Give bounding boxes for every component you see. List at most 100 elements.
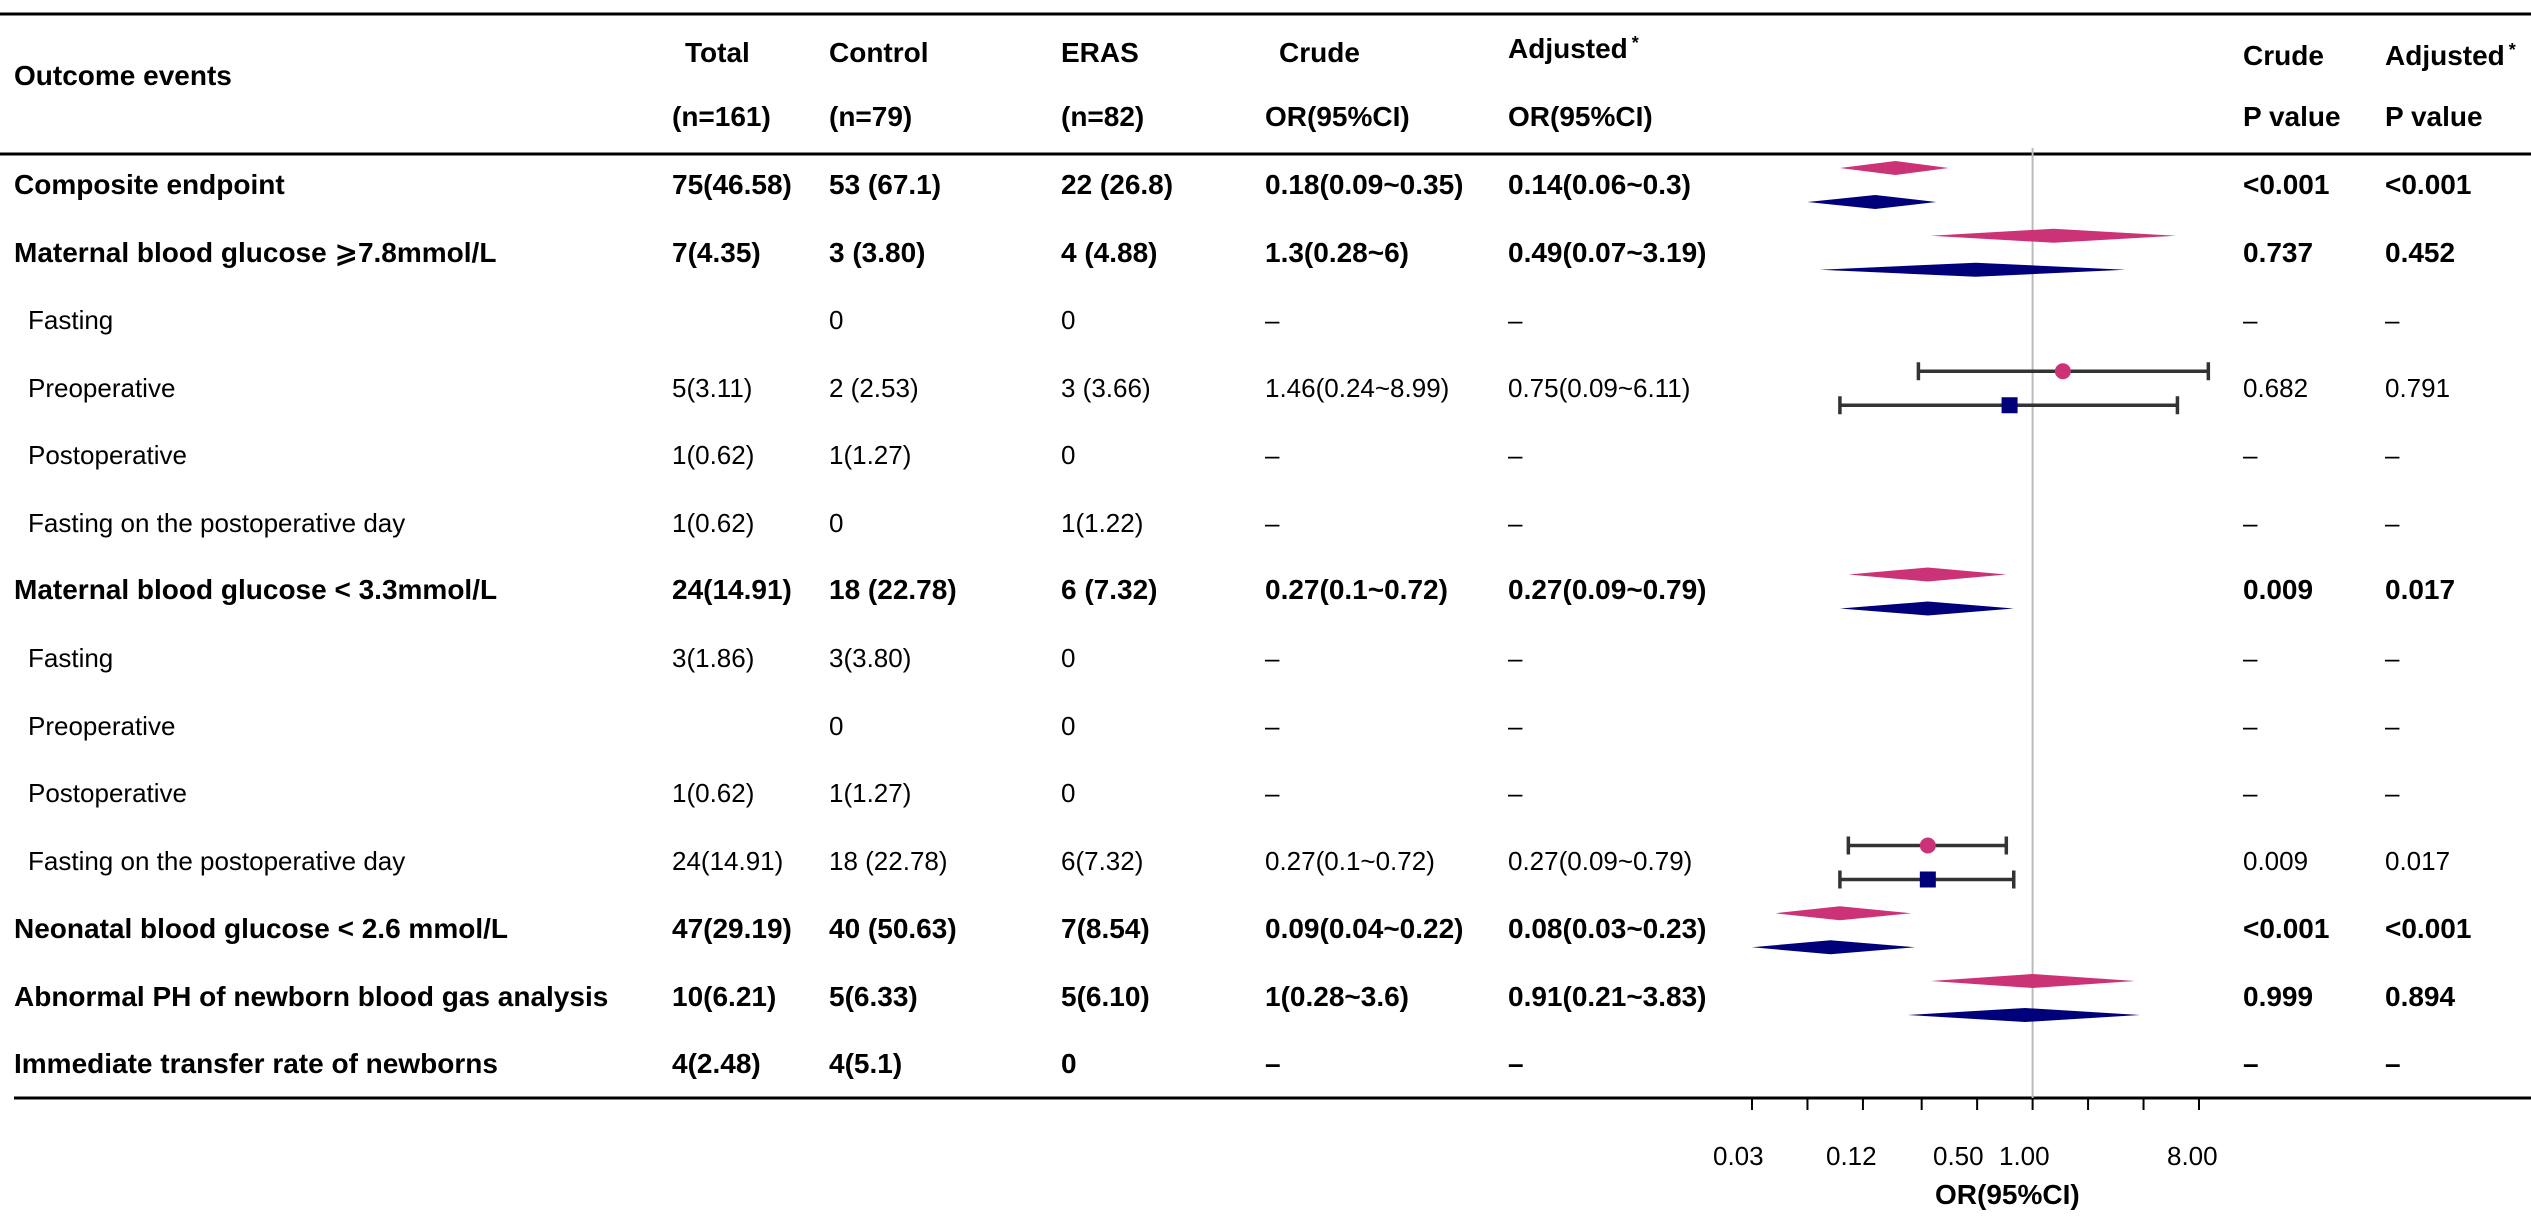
cell-control: 53 (67.1) xyxy=(829,169,942,200)
cell-control: 1(1.27) xyxy=(829,440,912,470)
cell-p-adjusted: – xyxy=(2385,1048,2401,1079)
cell-control: 0 xyxy=(829,508,844,538)
cell-outcome: Postoperative xyxy=(28,440,187,470)
cell-p-adjusted: <0.001 xyxy=(2385,169,2472,200)
tick-label: 0.50 xyxy=(1933,1141,1984,1171)
cell-outcome: Fasting xyxy=(28,643,114,673)
x-axis-label: OR(95%CI) xyxy=(1935,1179,2080,1210)
cell-control: 2 (2.53) xyxy=(829,373,919,403)
cell-control: 18 (22.78) xyxy=(829,574,957,605)
cell-control: 3 (3.80) xyxy=(829,237,926,268)
header-crude-p: Crude xyxy=(2243,40,2324,71)
cell-total: 75(46.58) xyxy=(672,169,792,200)
cell-p-crude: – xyxy=(2243,305,2258,335)
summary-diamond xyxy=(1752,940,1915,955)
cell-adjusted-or: – xyxy=(1508,711,1523,741)
cell-p-adjusted: 0.017 xyxy=(2385,846,2451,876)
cell-total: 24(14.91) xyxy=(672,846,784,876)
cell-total: 1(0.62) xyxy=(672,440,755,470)
cell-total: 1(0.62) xyxy=(672,778,755,808)
cell-control: 4(5.1) xyxy=(829,1048,903,1079)
cell-crude-or: 0.27(0.1~0.72) xyxy=(1265,846,1435,876)
cell-eras: 7(8.54) xyxy=(1061,913,1150,944)
cell-outcome: Preoperative xyxy=(28,373,176,403)
summary-diamond xyxy=(1930,228,2176,243)
cell-eras: 0 xyxy=(1061,643,1076,673)
cell-p-crude: – xyxy=(2243,778,2258,808)
point-estimate-square xyxy=(2001,397,2018,414)
cell-crude-or: 1.3(0.28~6) xyxy=(1265,237,1409,268)
header-adjusted-label: Adjusted xyxy=(1508,33,1628,64)
summary-diamond xyxy=(1819,262,2126,277)
cell-eras: 4 (4.88) xyxy=(1061,237,1158,268)
cell-control: 0 xyxy=(829,711,844,741)
cell-total: 47(29.19) xyxy=(672,913,792,944)
cell-p-crude: 0.009 xyxy=(2243,574,2314,605)
cell-p-crude: – xyxy=(2243,1048,2259,1079)
cell-adjusted-or: 0.27(0.09~0.79) xyxy=(1508,846,1693,876)
cell-adjusted-or: 0.49(0.07~3.19) xyxy=(1508,237,1707,268)
cell-adjusted-or: – xyxy=(1508,778,1523,808)
cell-total: 10(6.21) xyxy=(672,981,777,1012)
cell-p-crude: 0.682 xyxy=(2243,373,2309,403)
cell-crude-or: – xyxy=(1265,508,1280,538)
cell-adjusted-or: 0.08(0.03~0.23) xyxy=(1508,913,1707,944)
cell-p-adjusted: – xyxy=(2385,508,2400,538)
cell-eras: 6 (7.32) xyxy=(1061,574,1158,605)
cell-crude-or: 0.09(0.04~0.22) xyxy=(1265,913,1464,944)
cell-control: 1(1.27) xyxy=(829,778,912,808)
header-adjusted-p-star: * xyxy=(2508,40,2516,60)
cell-control: 18 (22.78) xyxy=(829,846,948,876)
cell-total: 1(0.62) xyxy=(672,508,755,538)
cell-adjusted-or: – xyxy=(1508,1048,1524,1079)
header-control: Control xyxy=(829,37,929,68)
cell-control: 40 (50.63) xyxy=(829,913,957,944)
cell-control: 3(3.80) xyxy=(829,643,912,673)
cell-adjusted-or: 0.91(0.21~3.83) xyxy=(1508,981,1707,1012)
cell-p-adjusted: 0.452 xyxy=(2385,237,2456,268)
cell-eras: 0 xyxy=(1061,305,1076,335)
cell-outcome: Fasting on the postoperative day xyxy=(28,846,406,876)
header-crude-or: OR(95%CI) xyxy=(1265,101,1410,132)
cell-crude-or: – xyxy=(1265,305,1280,335)
cell-p-crude: <0.001 xyxy=(2243,913,2330,944)
cell-eras: 0 xyxy=(1061,440,1076,470)
header-adjusted-p-label: Adjusted xyxy=(2385,40,2505,71)
cell-p-adjusted: 0.894 xyxy=(2385,981,2456,1012)
cell-p-crude: – xyxy=(2243,643,2258,673)
cell-p-adjusted: 0.791 xyxy=(2385,373,2451,403)
cell-outcome: Abnormal PH of newborn blood gas analysi… xyxy=(14,981,609,1012)
header-total-n: (n=161) xyxy=(672,101,771,132)
cell-control: 0 xyxy=(829,305,844,335)
cell-total: 7(4.35) xyxy=(672,237,761,268)
header-adjusted-p: Adjusted * xyxy=(2385,40,2516,72)
summary-diamond xyxy=(1848,567,2007,582)
cell-crude-or: – xyxy=(1265,643,1280,673)
summary-diamond xyxy=(1839,161,1949,175)
header-adjusted: Adjusted * xyxy=(1508,33,1639,65)
cell-outcome: Fasting on the postoperative day xyxy=(28,508,406,538)
header-adjusted-or: OR(95%CI) xyxy=(1508,101,1653,132)
cell-outcome: Neonatal blood glucose < 2.6 mmol/L xyxy=(14,913,508,944)
cell-crude-or: – xyxy=(1265,778,1280,808)
cell-eras: 22 (26.8) xyxy=(1061,169,1174,200)
cell-outcome: Maternal blood glucose ⩾7.8mmol/L xyxy=(14,237,497,268)
header-eras: ERAS xyxy=(1061,37,1139,68)
cell-eras: 0 xyxy=(1061,711,1076,741)
header-crude-p-value: P value xyxy=(2243,101,2341,132)
header-crude: Crude xyxy=(1279,37,1360,68)
cell-outcome: Preoperative xyxy=(28,711,176,741)
cell-total: 3(1.86) xyxy=(672,643,755,673)
summary-diamond xyxy=(1807,195,1937,209)
cell-total: 5(3.11) xyxy=(672,373,753,403)
tick-label: 0.03 xyxy=(1713,1141,1764,1171)
cell-p-crude: 0.009 xyxy=(2243,846,2309,876)
cell-outcome: Maternal blood glucose < 3.3mmol/L xyxy=(14,574,498,605)
summary-diamond xyxy=(1839,601,2014,616)
cell-eras: 5(6.10) xyxy=(1061,981,1150,1012)
cell-total: 4(2.48) xyxy=(672,1048,761,1079)
cell-p-crude: – xyxy=(2243,508,2258,538)
cell-adjusted-or: 0.14(0.06~0.3) xyxy=(1508,169,1691,200)
cell-p-adjusted: – xyxy=(2385,305,2400,335)
